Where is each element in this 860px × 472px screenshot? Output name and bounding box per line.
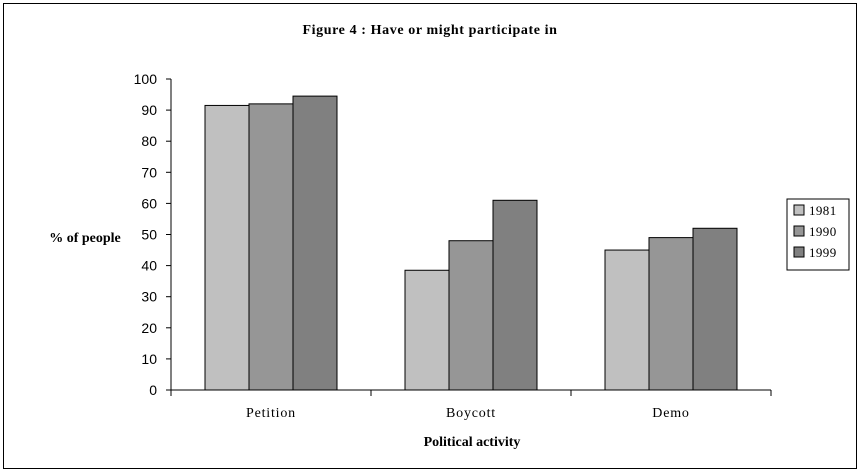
legend: 1981 1990 1999 [786, 198, 850, 271]
legend-swatch-1981 [793, 204, 805, 216]
bar-petition-1999 [292, 95, 338, 391]
bar-demo-1990 [648, 237, 694, 391]
y-tick-label: 60 [141, 195, 157, 211]
legend-label: 1990 [809, 224, 837, 239]
x-category-label: Demo [652, 406, 689, 421]
x-category-label: Petition [246, 406, 296, 421]
bar-boycott-1999 [492, 199, 538, 391]
y-tick-label: 90 [141, 102, 157, 118]
bar-boycott-1990 [448, 240, 494, 391]
y-tick-label: 70 [141, 164, 157, 180]
bar-petition-1981 [204, 104, 250, 391]
plot-area: 0 10 20 30 40 50 60 70 80 90 100 Petition Boycott Dem… [134, 71, 772, 421]
legend-label: 1999 [809, 245, 837, 260]
legend-label: 1981 [809, 203, 837, 218]
bar-demo-1981 [604, 249, 650, 391]
y-tick-label: 30 [141, 289, 157, 305]
y-tick-label: 10 [141, 351, 157, 367]
bar-petition-1990 [248, 103, 294, 391]
x-axis-title: Political activity [424, 435, 521, 450]
y-tick-label: 40 [141, 258, 157, 274]
legend-swatch-1990 [793, 225, 805, 237]
legend-swatch-1999 [793, 246, 805, 258]
bar-boycott-1981 [404, 269, 450, 391]
y-tick-label: 20 [141, 320, 157, 336]
y-tick-label: 50 [141, 227, 157, 243]
y-axis-title: % of people [49, 231, 121, 246]
y-tick-label: 0 [149, 382, 157, 398]
x-category-label: Boycott [446, 406, 496, 421]
chart-title: Figure 4 : Have or might participate in [302, 23, 557, 38]
y-tick-label: 80 [141, 133, 157, 149]
y-tick-label: 100 [134, 71, 158, 87]
bar-demo-1999 [692, 227, 738, 391]
